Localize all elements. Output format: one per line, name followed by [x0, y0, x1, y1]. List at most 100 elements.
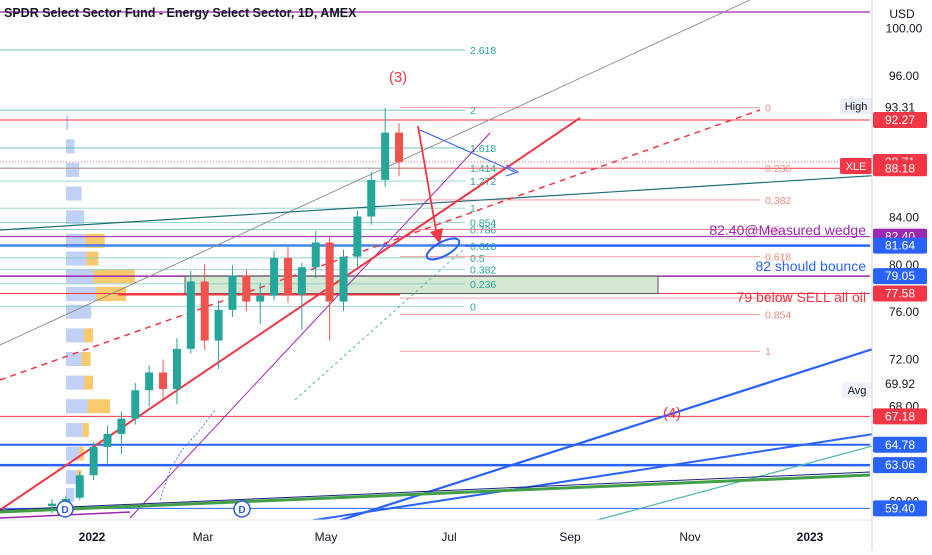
candle-body — [145, 372, 154, 391]
fib-level-label: 1.414 — [470, 163, 496, 175]
price-scale-label: 59.40 — [885, 501, 915, 515]
price-scale-label: 93.31 — [885, 101, 915, 115]
currency-label: USD — [889, 7, 915, 21]
fib-level-label: 0.382 — [765, 195, 791, 207]
fib-level-label: 0.382 — [470, 265, 496, 277]
wave-4-label: (4) — [663, 405, 681, 422]
time-axis: 2022 Mar May Jul Sep Nov 2023 — [0, 519, 872, 550]
avg-tag: Avg — [848, 385, 867, 397]
fib-level-label: 0.5 — [470, 253, 485, 265]
blue-trend-line — [309, 328, 932, 532]
candle-body — [200, 281, 209, 341]
volume-profile-bar — [66, 210, 84, 225]
time-axis-label: 2023 — [797, 530, 824, 544]
target-ellipse — [425, 237, 461, 261]
candle-body — [228, 275, 237, 310]
volume-profile-bar — [66, 139, 75, 154]
price-axis: 100.0096.0084.0080.0076.0072.0068.0060.0… — [871, 0, 932, 550]
value-area — [118, 275, 659, 296]
volume-profile-bar — [66, 422, 83, 437]
candle-body — [256, 295, 265, 302]
candle-body — [214, 309, 223, 341]
candle-body — [339, 256, 348, 302]
volume-profile-bar — [66, 186, 82, 201]
fib-level-label: 0.618 — [765, 252, 791, 264]
volume-profile-bar — [66, 351, 82, 366]
volume-profile-bar-up — [84, 328, 93, 343]
dashed-trend-line — [0, 109, 761, 381]
avg-tag-bg — [842, 382, 872, 398]
fib-level-label: 1 — [765, 346, 771, 358]
volume-profile-bar-up — [86, 251, 99, 266]
red-trend-line — [0, 117, 581, 511]
sell-note: 79 below SELL all oil — [737, 289, 866, 305]
candle-body — [283, 257, 292, 295]
price-scale-badge — [873, 285, 927, 302]
volume-profile-bar — [66, 470, 77, 485]
candle-body — [131, 390, 140, 419]
dividend-marker — [233, 500, 251, 518]
candle-body — [103, 433, 112, 447]
volume-profile-bar — [66, 487, 75, 502]
volume-profile-bar — [66, 328, 84, 343]
fib-level-label: 1 — [470, 203, 476, 215]
high-tag: High — [845, 101, 868, 113]
candle-body — [242, 275, 251, 302]
upper-channel-line — [0, 0, 751, 346]
price-scale-label: 77.58 — [885, 287, 915, 301]
projection-arrow-head — [505, 164, 520, 177]
fib-level-label: 0.618 — [470, 241, 496, 253]
projection-arrow-head — [430, 228, 443, 244]
price-scale-label: 63.06 — [885, 458, 915, 472]
long-term-support-line — [0, 473, 871, 514]
projection-arrow — [417, 125, 438, 237]
candle-body — [395, 132, 404, 163]
measured-wedge-note: 82.40@Measured wedge — [709, 222, 866, 238]
price-scale-label: 67.18 — [885, 409, 915, 423]
dividend-marker-label: D — [238, 505, 245, 516]
trend-line — [0, 171, 932, 231]
time-axis-label: 2022 — [79, 530, 106, 544]
fib-level-label: 0.786 — [470, 225, 496, 237]
price-scale-badge — [873, 500, 927, 517]
volume-profile-bar — [66, 304, 92, 319]
time-axis-bg — [0, 520, 872, 550]
volume-profile-bar-up — [85, 233, 105, 248]
candle-body — [297, 267, 306, 295]
candle-body — [117, 418, 126, 434]
price-scale-badge — [873, 408, 927, 425]
price-scale-label: 79.05 — [885, 269, 915, 283]
price-scale-badge — [873, 99, 927, 116]
time-axis-label: Sep — [559, 530, 581, 544]
fib-level-label: 0 — [765, 103, 771, 115]
long-term-support-line — [0, 471, 871, 511]
price-scale-badge — [873, 160, 927, 177]
price-scale-badge — [873, 376, 927, 393]
high-tag-bg — [840, 98, 872, 114]
candle-body — [186, 281, 195, 349]
time-axis-label: Jul — [441, 530, 456, 544]
price-scale-label: 64.78 — [885, 438, 915, 452]
time-axis-label: Mar — [193, 530, 214, 544]
price-tick-label: 84.00 — [889, 211, 919, 225]
volume-profile-bar-up — [82, 422, 89, 437]
fib-level-label: 0.5 — [765, 225, 780, 237]
candle-body — [353, 216, 362, 257]
candle-body — [48, 503, 56, 507]
volume-profile-bar — [66, 115, 69, 130]
fib-level-label: 2 — [470, 105, 476, 117]
volume-profile-bar-up — [84, 375, 93, 390]
fib-level-label: 2.618 — [470, 45, 496, 57]
candle-body — [311, 242, 320, 268]
time-axis-label: Nov — [679, 530, 700, 544]
volume-profile-bar — [66, 162, 80, 177]
price-scale-label: 88.18 — [885, 161, 915, 175]
candle-body — [367, 179, 376, 217]
candle-body — [270, 257, 279, 296]
candle-body — [381, 132, 390, 180]
fib-level-label: 0.236 — [765, 163, 791, 175]
price-scale-badge — [873, 457, 927, 474]
price-tick-label: 100.00 — [886, 22, 923, 36]
